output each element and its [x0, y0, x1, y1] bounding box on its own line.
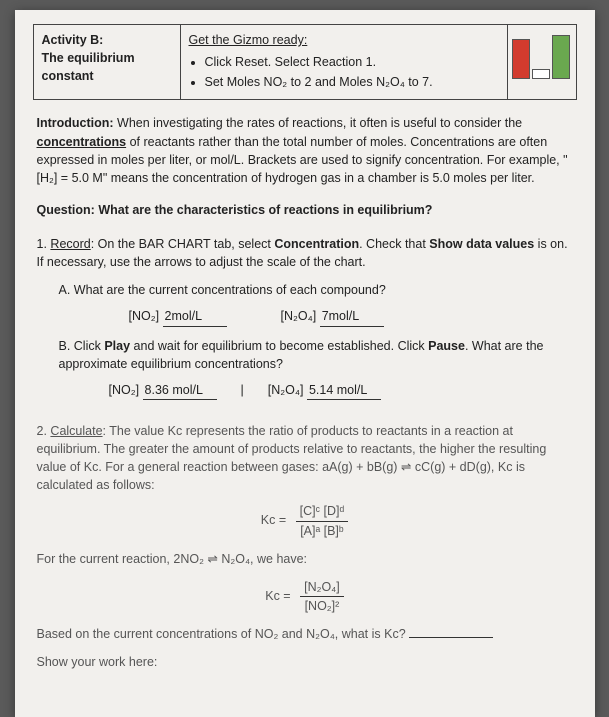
n2o4-eq-entry: [N₂O₄] 5.14 mol/L: [268, 381, 381, 400]
ready-bullets: Click Reset. Select Reaction 1. Set Mole…: [189, 53, 499, 91]
bar-white: [532, 69, 550, 79]
calculate-label: Calculate: [50, 424, 102, 438]
header-left: Activity B: The equilibrium constant: [33, 25, 180, 100]
separator-bar: |: [241, 381, 244, 400]
header-table: Activity B: The equilibrium constant Get…: [33, 24, 577, 100]
sub-A: A. What are the current concentrations o…: [59, 281, 573, 326]
activity-sub2: constant: [42, 69, 94, 83]
ready-bullet: Click Reset. Select Reaction 1.: [205, 53, 499, 71]
n2o4-value: 7mol/L: [320, 307, 384, 326]
no2-entry: [NO₂] 2mol/L: [129, 307, 227, 326]
sub-B: B. Click Play and wait for equilibrium t…: [59, 337, 573, 400]
ready-label: Get the Gizmo ready:: [189, 33, 308, 47]
introduction: Introduction: When investigating the rat…: [37, 114, 573, 187]
intro-concentrations: concentrations: [37, 135, 127, 149]
row-A-values: [NO₂] 2mol/L [N₂O₄] 7mol/L: [129, 307, 573, 326]
question-line: Question: What are the characteristics o…: [37, 201, 573, 219]
section-1-head: 1. Record: On the BAR CHART tab, select …: [37, 235, 573, 271]
header-mid: Get the Gizmo ready: Click Reset. Select…: [180, 25, 507, 100]
n2o4-eq-value: 5.14 mol/L: [307, 381, 381, 400]
bar-green: [552, 35, 570, 79]
intro-label: Introduction:: [37, 116, 114, 130]
kc-specific-formula: Kc = [N₂O₄] [NO₂]²: [37, 578, 573, 615]
activity-label: Activity B:: [42, 33, 104, 47]
section-1: 1. Record: On the BAR CHART tab, select …: [37, 235, 573, 400]
no2-eq-entry: [NO₂] 8.36 mol/L: [109, 381, 217, 400]
bar-thumbnail: [512, 29, 572, 79]
no2-value: 2mol/L: [163, 307, 227, 326]
row-B-values: [NO₂] 8.36 mol/L | [N₂O₄] 5.14 mol/L: [109, 381, 573, 400]
header-right: [507, 25, 576, 100]
worksheet-page: Activity B: The equilibrium constant Get…: [15, 10, 595, 717]
kc-question: Based on the current concentrations of N…: [37, 625, 573, 643]
no2-eq-value: 8.36 mol/L: [143, 381, 217, 400]
bar-red: [512, 39, 530, 79]
ready-bullet: Set Moles NO₂ to 2 and Moles N₂O₄ to 7.: [205, 73, 499, 91]
section-2: 2. Calculate: The value Kc represents th…: [37, 422, 573, 671]
record-label: Record: [50, 237, 90, 251]
show-work: Show your work here:: [37, 653, 573, 671]
activity-sub1: The equilibrium: [42, 51, 135, 65]
n2o4-entry: [N₂O₄] 7mol/L: [281, 307, 384, 326]
section-2-head: 2. Calculate: The value Kc represents th…: [37, 422, 573, 495]
kc-answer-blank: [409, 625, 493, 638]
kc-general-formula: Kc = [C]ᶜ [D]ᵈ [A]ᵃ [B]ᵇ: [37, 502, 573, 539]
current-reaction-line: For the current reaction, 2NO₂ ⇌ N₂O₄, w…: [37, 550, 573, 568]
